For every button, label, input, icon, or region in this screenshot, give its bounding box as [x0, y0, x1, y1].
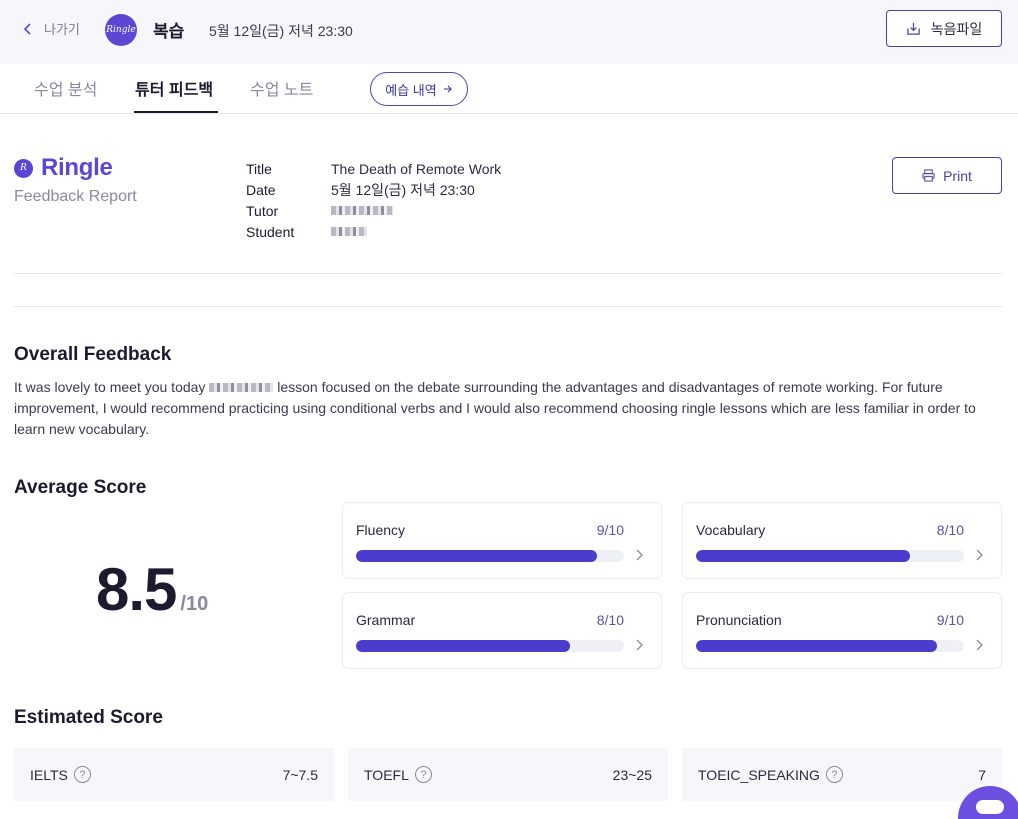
chevron-right-icon [636, 549, 643, 561]
recording-file-button[interactable]: 녹음파일 [886, 10, 1002, 47]
estimated-score-value: 7~7.5 [282, 766, 318, 783]
meta-key: Date [246, 181, 276, 198]
printer-icon [922, 169, 935, 182]
prep-history-label: 예습 내역 [385, 82, 437, 98]
score-bar-track [696, 550, 964, 562]
score-card-value: 8/10 [936, 522, 964, 538]
download-icon [907, 22, 920, 35]
redacted-name [209, 383, 274, 392]
meta-key: Student [246, 223, 295, 240]
estimated-score-label: TOEFL ? [364, 766, 432, 783]
estimated-score-heading: Estimated Score [14, 707, 163, 728]
meta-row-student: Student [246, 221, 501, 242]
question-circle-icon[interactable]: ? [414, 766, 432, 783]
brand-name: Ringle [41, 154, 113, 181]
score-card-vocabulary[interactable]: Vocabulary 8/10 [682, 502, 1002, 579]
meta-value: The Death of Remote Work [331, 160, 502, 177]
average-score-denominator: /10 [180, 593, 209, 615]
score-card-value: 9/10 [596, 522, 624, 538]
active-tab-indicator [134, 111, 218, 113]
average-score-value: 8.5 [96, 556, 177, 623]
chevron-left-icon [23, 22, 31, 35]
divider [14, 273, 1002, 274]
question-circle-icon[interactable]: ? [825, 766, 843, 783]
prep-history-button[interactable]: 예습 내역 [370, 72, 468, 106]
divider [14, 306, 1002, 307]
report-brand: R Ringle [14, 154, 113, 182]
chevron-right-icon [976, 549, 983, 561]
feedback-text-rest: lesson focused on the debate surrounding… [14, 379, 976, 437]
meta-key: Title [246, 160, 272, 177]
chevron-right-icon [976, 639, 983, 651]
overall-feedback-text: It was lovely to meet you today lesson f… [14, 377, 989, 440]
score-card-label: Fluency [356, 522, 406, 538]
meta-row-date: Date 5월 12일(금) 저녁 23:30 [246, 179, 501, 200]
meta-value: 5월 12일(금) 저녁 23:30 [331, 181, 475, 198]
meta-row-tutor: Tutor [246, 200, 501, 221]
tab-lesson-analysis[interactable]: 수업 분석 [34, 82, 98, 99]
score-bar-fill [356, 550, 598, 562]
score-bar-track [696, 640, 964, 652]
print-button[interactable]: Print [892, 157, 1002, 194]
average-score-display: 8.5 /10 [96, 555, 208, 624]
estimated-score-name: IELTS [30, 766, 68, 783]
chevron-right-icon [636, 639, 643, 651]
score-bar-fill [696, 550, 911, 562]
back-label: 나가기 [44, 22, 80, 37]
ringle-logo-icon: R [14, 158, 33, 178]
average-score-heading: Average Score [14, 477, 147, 498]
recording-file-label: 녹음파일 [930, 20, 983, 37]
estimated-score-toeic-speaking: TOEIC_SPEAKING ? 7 [682, 748, 1002, 801]
tab-tutor-feedback[interactable]: 튜터 피드백 [135, 82, 214, 99]
tab-lesson-notes[interactable]: 수업 노트 [250, 82, 314, 99]
estimated-score-toefl: TOEFL ? 23~25 [348, 748, 668, 801]
report-subtitle: Feedback Report [14, 188, 137, 205]
estimated-score-value: 23~25 [612, 766, 652, 783]
estimated-score-name: TOEFL [364, 766, 409, 783]
score-card-label: Vocabulary [696, 522, 766, 538]
back-button[interactable]: 나가기 [22, 19, 80, 38]
score-bar-track [356, 640, 624, 652]
question-circle-icon[interactable]: ? [73, 766, 91, 783]
score-card-value: 9/10 [936, 612, 964, 628]
logo-text: Ringle [106, 25, 136, 35]
meta-key: Tutor [246, 202, 279, 219]
estimated-score-label: TOEIC_SPEAKING ? [698, 766, 843, 783]
estimated-score-label: IELTS ? [30, 766, 91, 783]
redacted-tutor-name [331, 206, 393, 215]
page-title: 복습 [153, 22, 185, 41]
top-header: 나가기 Ringle 복습 5월 12일(금) 저녁 23:30 녹음파일 [0, 0, 1018, 64]
score-card-fluency[interactable]: Fluency 9/10 [342, 502, 662, 579]
print-label: Print [943, 167, 972, 184]
overall-feedback-heading: Overall Feedback [14, 344, 172, 365]
meta-row-title: Title The Death of Remote Work [246, 158, 501, 179]
score-bar-fill [696, 640, 938, 652]
app-logo: Ringle [105, 14, 137, 46]
score-card-grammar[interactable]: Grammar 8/10 [342, 592, 662, 669]
score-card-label: Pronunciation [696, 612, 782, 628]
estimated-score-value: 7 [978, 766, 986, 783]
score-bar-fill [356, 640, 571, 652]
estimated-score-name: TOEIC_SPEAKING [698, 766, 820, 783]
tab-bar: 수업 분석 튜터 피드백 수업 노트 예습 내역 [0, 64, 1018, 114]
score-card-value: 8/10 [596, 612, 624, 628]
lesson-datetime: 5월 12일(금) 저녁 23:30 [209, 23, 353, 39]
score-card-pronunciation[interactable]: Pronunciation 9/10 [682, 592, 1002, 669]
estimated-score-ielts: IELTS ? 7~7.5 [14, 748, 334, 801]
report-meta: Title The Death of Remote Work Date 5월 1… [246, 158, 501, 242]
score-bar-track [356, 550, 624, 562]
score-card-label: Grammar [356, 612, 416, 628]
redacted-student-name [331, 227, 367, 236]
feedback-text-start: It was lovely to meet you today [14, 379, 206, 395]
arrow-right-icon [443, 85, 452, 93]
